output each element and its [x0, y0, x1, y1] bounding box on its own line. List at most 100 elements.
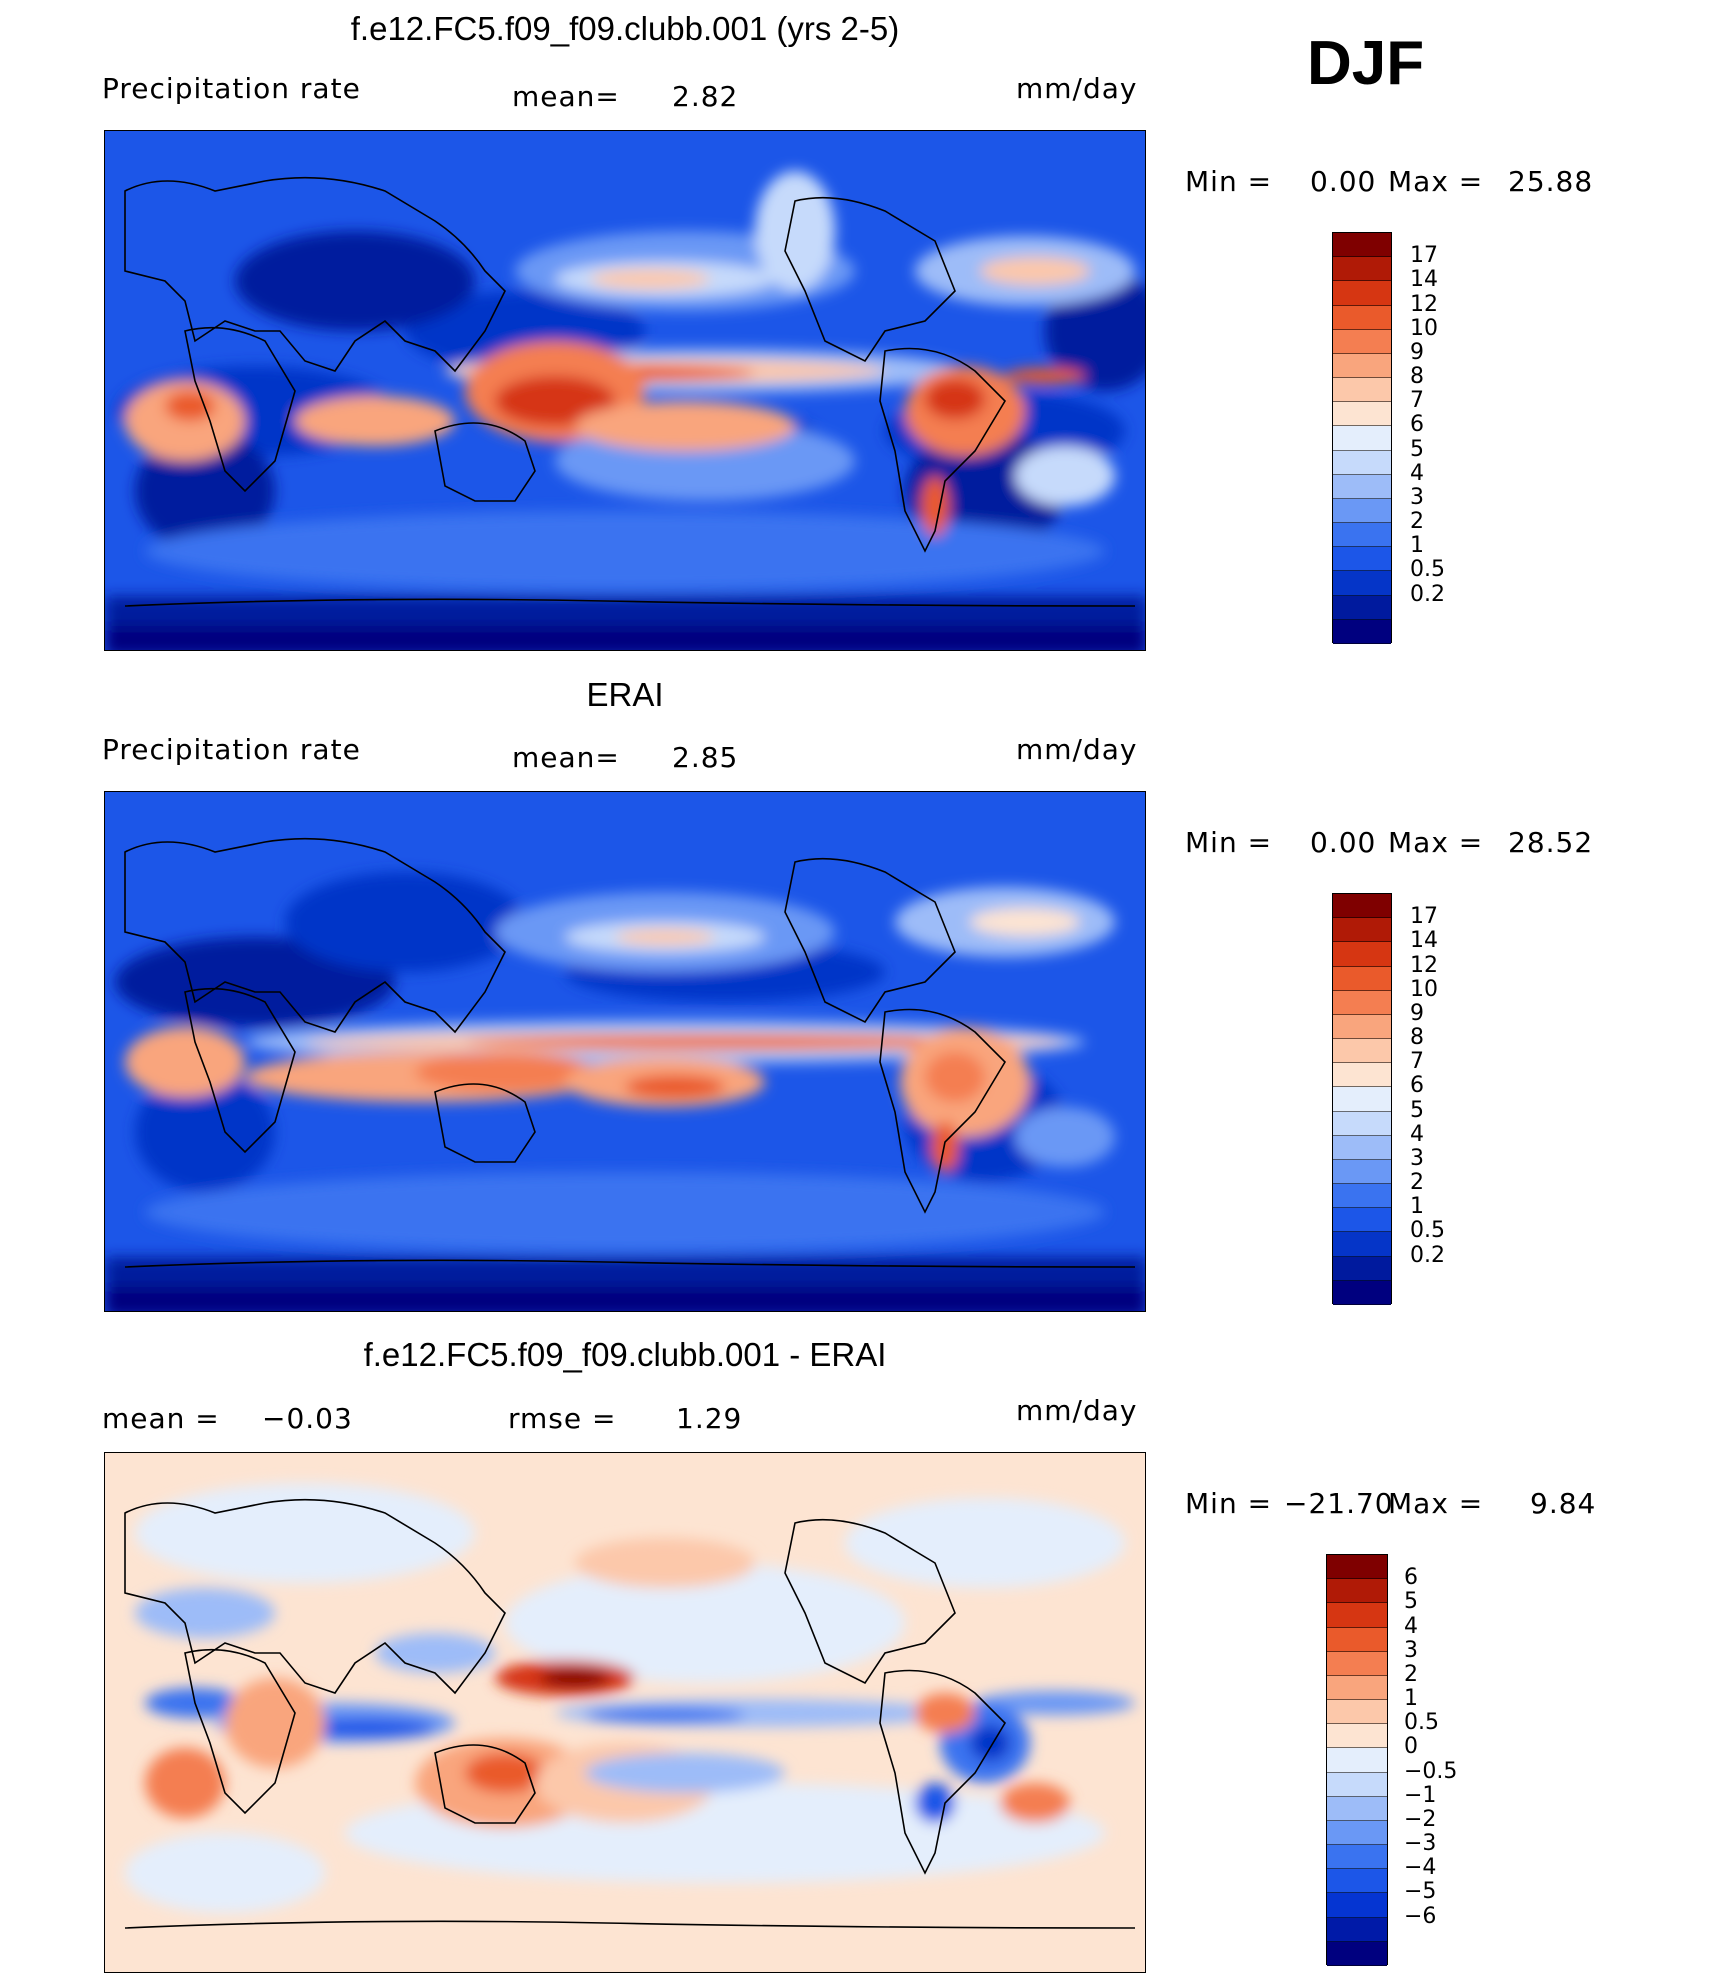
colorbar-tick-label: 3: [1404, 1637, 1418, 1663]
panel-2-max-label: Max =: [1388, 826, 1484, 859]
colorbar-tick-label: 0.5: [1410, 1218, 1445, 1244]
colorbar-swatch: [1333, 1039, 1391, 1064]
colorbar-swatch: [1333, 1280, 1391, 1305]
colorbar-tick-label: 9: [1410, 339, 1424, 365]
colorbar-tick-label: 1: [1410, 533, 1424, 559]
panel-2-map: [104, 791, 1146, 1312]
colorbar-swatch: [1333, 1256, 1391, 1281]
colorbar-swatch: [1333, 1063, 1391, 1088]
colorbar-swatch: [1333, 966, 1391, 991]
colorbar-tick-label: 5: [1410, 1097, 1424, 1123]
panel-2-contour-map: [105, 792, 1145, 1311]
colorbar-tick-label: 4: [1410, 1121, 1424, 1147]
colorbar-tick-label: 0.2: [1410, 581, 1445, 607]
colorbar-swatch: [1333, 1135, 1391, 1160]
panel-2-mean-label: mean=: [512, 741, 620, 774]
colorbar-swatch: [1333, 233, 1391, 258]
panel-2-units: mm/day: [1016, 733, 1138, 766]
colorbar-swatch: [1333, 1014, 1391, 1040]
panel-3-colorbar: [1326, 1554, 1388, 1966]
colorbar-swatch: [1327, 1772, 1387, 1797]
colorbar-tick-label: 6: [1404, 1565, 1418, 1591]
colorbar-tick-label: 1: [1404, 1686, 1418, 1712]
colorbar-swatch: [1333, 378, 1391, 403]
colorbar-swatch: [1333, 450, 1391, 475]
colorbar-swatch: [1327, 1675, 1387, 1701]
colorbar-swatch: [1333, 595, 1391, 620]
colorbar-swatch: [1327, 1627, 1387, 1652]
colorbar-tick-label: 5: [1410, 436, 1424, 462]
colorbar-swatch: [1333, 619, 1391, 644]
colorbar-swatch: [1327, 1724, 1387, 1749]
panel-1-colorbar: [1332, 232, 1392, 644]
colorbar-tick-label: −4: [1404, 1855, 1437, 1881]
panel-3-contour-map: [105, 1453, 1145, 1972]
colorbar-swatch: [1333, 990, 1391, 1015]
panel-1-map: [104, 130, 1146, 651]
colorbar-swatch: [1327, 1869, 1387, 1894]
colorbar-swatch: [1327, 1941, 1387, 1966]
colorbar-swatch: [1333, 1159, 1391, 1185]
panel-1-max-label: Max =: [1388, 165, 1484, 198]
panel-2-colorbar: [1332, 893, 1392, 1305]
panel-1-units: mm/day: [1016, 72, 1138, 105]
panel-2-variable-label: Precipitation rate: [102, 733, 361, 766]
colorbar-swatch: [1333, 402, 1391, 427]
colorbar-tick-label: 10: [1410, 976, 1438, 1002]
colorbar-tick-label: 8: [1410, 1025, 1424, 1051]
colorbar-swatch: [1333, 1208, 1391, 1233]
panel-1-contour-map: [105, 131, 1145, 650]
colorbar-tick-label: −5: [1404, 1879, 1437, 1905]
panel-1-mean-value: 2.82: [672, 80, 739, 113]
panel-1-variable-label: Precipitation rate: [102, 72, 361, 105]
colorbar-tick-label: 1: [1410, 1194, 1424, 1220]
colorbar-tick-label: 3: [1410, 484, 1424, 510]
colorbar-swatch: [1327, 1796, 1387, 1821]
colorbar-swatch: [1333, 498, 1391, 524]
season-label: DJF: [1307, 29, 1425, 98]
colorbar-tick-label: 14: [1410, 267, 1438, 293]
panel-3-max-label: Max =: [1388, 1487, 1484, 1520]
colorbar-tick-label: 10: [1410, 315, 1438, 341]
colorbar-swatch: [1333, 918, 1391, 943]
colorbar-swatch: [1327, 1748, 1387, 1773]
colorbar-tick-label: 7: [1410, 1049, 1424, 1075]
colorbar-swatch: [1333, 942, 1391, 967]
panel-3-rmse-value: 1.29: [676, 1402, 743, 1435]
panel-1-mean-label: mean=: [512, 80, 620, 113]
panel-3-mean-value: −0.03: [262, 1402, 353, 1435]
panel-2-min-label: Min =: [1185, 826, 1273, 859]
colorbar-tick-label: 4: [1410, 460, 1424, 486]
colorbar-tick-label: 6: [1410, 1073, 1424, 1099]
colorbar-tick-label: 12: [1410, 291, 1438, 317]
panel-3-map: [104, 1452, 1146, 1973]
panel-3-units: mm/day: [1016, 1394, 1138, 1427]
colorbar-tick-label: −3: [1404, 1831, 1437, 1857]
panel-1-min-label: Min =: [1185, 165, 1273, 198]
colorbar-tick-label: 2: [1404, 1661, 1418, 1687]
colorbar-swatch: [1333, 894, 1391, 919]
colorbar-tick-label: −6: [1404, 1903, 1437, 1929]
colorbar-tick-label: 2: [1410, 509, 1424, 535]
colorbar-tick-label: 0.5: [1404, 1710, 1439, 1736]
colorbar-tick-label: 6: [1410, 412, 1424, 438]
panel-1-title: f.e12.FC5.f09_f09.clubb.001 (yrs 2-5): [350, 10, 900, 47]
colorbar-swatch: [1333, 281, 1391, 306]
colorbar-swatch: [1327, 1845, 1387, 1870]
panel-2-max-value: 28.52: [1508, 826, 1594, 859]
colorbar-swatch: [1327, 1700, 1387, 1725]
panel-1-min-value: 0.00: [1310, 165, 1377, 198]
colorbar-swatch: [1333, 426, 1391, 451]
colorbar-swatch: [1333, 1111, 1391, 1136]
colorbar-swatch: [1333, 305, 1391, 330]
panel-3-min-value: −21.70: [1284, 1487, 1394, 1520]
colorbar-tick-label: 14: [1410, 928, 1438, 954]
colorbar-swatch: [1327, 1603, 1387, 1628]
colorbar-tick-label: 8: [1410, 364, 1424, 390]
colorbar-swatch: [1327, 1579, 1387, 1604]
colorbar-tick-label: −2: [1404, 1806, 1437, 1832]
colorbar-tick-label: 0: [1404, 1734, 1418, 1760]
colorbar-swatch: [1327, 1555, 1387, 1580]
panel-2-mean-value: 2.85: [672, 741, 739, 774]
colorbar-swatch: [1333, 547, 1391, 572]
